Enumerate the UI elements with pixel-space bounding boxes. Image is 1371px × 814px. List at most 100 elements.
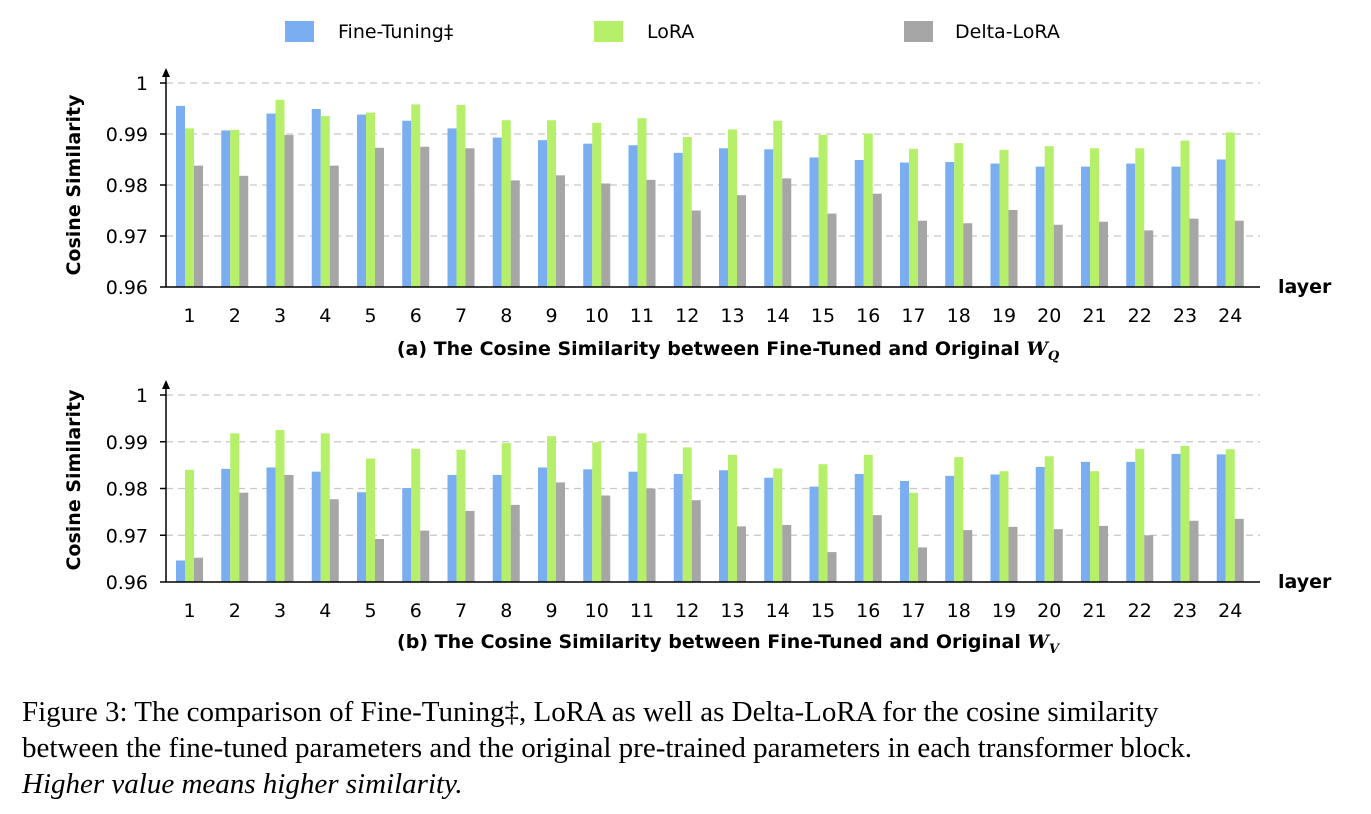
bar-delta-lora bbox=[194, 165, 203, 287]
bar-fine-tuning bbox=[1081, 166, 1090, 287]
bar-delta-lora bbox=[782, 178, 792, 287]
bar-fine-tuning bbox=[447, 474, 457, 582]
x-tick-label: 3 bbox=[274, 600, 286, 622]
bar-fine-tuning bbox=[447, 128, 457, 287]
bar-lora bbox=[1225, 132, 1235, 287]
bar-lora bbox=[275, 430, 285, 582]
y-tick-label: 0.96 bbox=[106, 572, 148, 594]
bar-delta-lora bbox=[239, 492, 249, 582]
bar-delta-lora bbox=[872, 193, 882, 287]
bar-fine-tuning bbox=[1081, 461, 1090, 582]
bar-fine-tuning bbox=[990, 474, 1000, 582]
bar-fine-tuning bbox=[221, 130, 231, 287]
x-tick-label: 7 bbox=[455, 600, 467, 622]
x-tick-label: 8 bbox=[500, 305, 512, 327]
bar-lora bbox=[818, 464, 828, 582]
bar-delta-lora bbox=[691, 500, 701, 582]
chart-title-subscript: Q bbox=[1048, 349, 1060, 364]
bar-fine-tuning bbox=[357, 492, 366, 582]
bar-lora bbox=[999, 149, 1009, 287]
bar-lora bbox=[456, 449, 466, 582]
y-axis-arrow-icon bbox=[162, 380, 170, 389]
legend: Fine-Tuning‡ LoRA Delta-LoRA bbox=[285, 21, 1060, 43]
bar-delta-lora bbox=[284, 474, 294, 582]
bar-lora bbox=[863, 133, 873, 287]
bar-fine-tuning bbox=[990, 163, 1000, 287]
bar-lora bbox=[728, 454, 737, 582]
x-tick-label: 14 bbox=[766, 305, 790, 327]
bar-delta-lora bbox=[1189, 520, 1199, 582]
bar-lora bbox=[501, 443, 511, 582]
bar-delta-lora bbox=[601, 183, 611, 287]
x-tick-label: 10 bbox=[585, 305, 609, 327]
bar-fine-tuning bbox=[764, 149, 774, 287]
bar-lora bbox=[1180, 445, 1190, 582]
x-tick-label: 19 bbox=[992, 305, 1016, 327]
bar-lora bbox=[320, 116, 330, 288]
bar-lora bbox=[320, 433, 330, 582]
x-tick-label: 11 bbox=[630, 600, 654, 622]
bar-delta-lora bbox=[420, 146, 430, 287]
x-tick-label: 18 bbox=[947, 600, 971, 622]
bar-delta-lora bbox=[782, 524, 792, 582]
x-tick-label: 4 bbox=[319, 600, 331, 622]
x-tick-label: 19 bbox=[992, 600, 1016, 622]
x-tick-label: 13 bbox=[720, 305, 744, 327]
bar-delta-lora bbox=[963, 530, 973, 582]
bar-fine-tuning bbox=[538, 467, 547, 582]
bar-delta-lora bbox=[1234, 220, 1244, 287]
y-tick-label: 0.98 bbox=[106, 175, 148, 197]
bar-fine-tuning bbox=[764, 477, 774, 582]
bar-delta-lora bbox=[1053, 224, 1063, 287]
bar-fine-tuning bbox=[1171, 166, 1181, 287]
bar-lora bbox=[1225, 449, 1235, 582]
x-tick-label: 15 bbox=[811, 600, 835, 622]
x-tick-label: 20 bbox=[1037, 305, 1061, 327]
bar-lora bbox=[411, 104, 421, 287]
bar-fine-tuning bbox=[1216, 454, 1226, 582]
bar-delta-lora bbox=[737, 526, 746, 582]
y-tick-label: 0.97 bbox=[106, 525, 148, 547]
chart-title-math: W bbox=[1028, 631, 1051, 653]
x-tick-label: 2 bbox=[229, 600, 241, 622]
x-tick-label: 12 bbox=[675, 305, 699, 327]
bar-lora bbox=[185, 128, 194, 287]
bar-lora bbox=[637, 433, 647, 582]
bar-delta-lora bbox=[1144, 535, 1154, 582]
bar-fine-tuning bbox=[492, 137, 502, 287]
figure-caption: Figure 3: The comparison of Fine-Tuning‡… bbox=[22, 694, 1357, 802]
bar-fine-tuning bbox=[719, 470, 728, 582]
bar-lora bbox=[592, 122, 602, 287]
bar-lora bbox=[954, 457, 964, 582]
bar-lora bbox=[411, 448, 421, 582]
bar-fine-tuning bbox=[176, 560, 185, 582]
bar-delta-lora bbox=[691, 210, 701, 287]
bar-delta-lora bbox=[737, 195, 746, 287]
bar-fine-tuning bbox=[266, 467, 276, 582]
legend-item-lora: LoRA bbox=[594, 21, 694, 43]
bar-delta-lora bbox=[646, 179, 656, 287]
bar-fine-tuning bbox=[854, 160, 864, 287]
legend-swatch-fine-tuning bbox=[285, 21, 314, 42]
x-tick-label: 17 bbox=[901, 305, 925, 327]
x-tick-label: 22 bbox=[1128, 600, 1152, 622]
bar-fine-tuning bbox=[719, 148, 728, 287]
bar-lora bbox=[682, 137, 692, 287]
bar-lora bbox=[1135, 148, 1145, 287]
chart-title-wq: (a) The Cosine Similarity between Fine-T… bbox=[397, 338, 1060, 364]
x-tick-label: 16 bbox=[856, 600, 880, 622]
bar-fine-tuning bbox=[1126, 461, 1136, 582]
bar-delta-lora bbox=[918, 220, 927, 287]
bar-lora bbox=[501, 120, 511, 287]
bar-lora bbox=[728, 129, 737, 287]
x-tick-label: 15 bbox=[811, 305, 835, 327]
bar-delta-lora bbox=[194, 557, 203, 582]
x-tick-label: 22 bbox=[1128, 305, 1152, 327]
chart-title-math: W bbox=[1027, 338, 1050, 360]
bar-delta-lora bbox=[284, 135, 294, 287]
x-tick-label: 21 bbox=[1082, 600, 1106, 622]
bar-fine-tuning bbox=[945, 162, 955, 287]
bar-lora bbox=[366, 458, 375, 582]
